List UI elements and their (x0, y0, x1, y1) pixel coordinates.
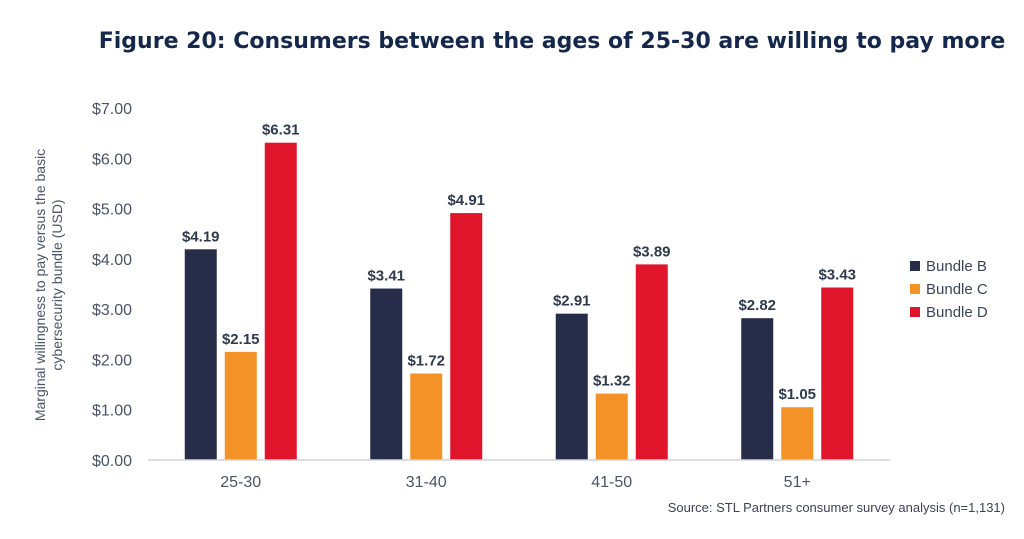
bars (184, 142, 854, 460)
bar-bundle-c-51+ (781, 407, 814, 460)
data-label-bundle-b-41-50: $2.91 (553, 293, 591, 310)
x-category-label-31-40: 31-40 (406, 474, 447, 491)
chart-title: Figure 20: Consumers between the ages of… (99, 29, 1006, 54)
bar-bundle-b-25-30 (184, 249, 217, 460)
bar-bundle-d-51+ (821, 287, 854, 460)
bar-bundle-d-41-50 (635, 264, 668, 460)
x-category-label-25-30: 25-30 (220, 474, 261, 491)
legend-label-bundle-b: Bundle B (926, 258, 987, 275)
y-tick-label: $5.00 (92, 202, 132, 219)
legend-label-bundle-c: Bundle C (926, 281, 988, 298)
y-axis-ticks: $0.00 $1.00 $2.00 $3.00 $4.00 $5.00 $6.00 $7.00 (92, 101, 132, 470)
x-axis-category-labels: 25-30 31-40 41-50 51+ (220, 474, 811, 491)
legend: Bundle B Bundle C Bundle D (910, 258, 988, 321)
data-label-bundle-d-31-40: $4.91 (447, 192, 485, 209)
x-category-label-51+: 51+ (784, 474, 811, 491)
y-tick-label: $6.00 (92, 151, 132, 168)
bar-bundle-c-31-40 (410, 373, 443, 460)
bar-bundle-b-51+ (741, 318, 774, 460)
bar-bundle-c-25-30 (224, 351, 257, 460)
y-axis-label-line-1: Marginal willingness to pay versus the b… (32, 149, 48, 421)
y-axis-label: Marginal willingness to pay versus the b… (32, 149, 65, 421)
bar-labels: $4.19 $2.15 $6.31 $3.41 $1.72 $4.91 $2.91 $1.32… (182, 122, 856, 404)
bar-bundle-b-31-40 (370, 288, 403, 460)
data-label-bundle-b-51+: $2.82 (738, 297, 776, 314)
y-tick-label: $7.00 (92, 101, 132, 118)
data-label-bundle-d-25-30: $6.31 (262, 122, 300, 139)
bar-bundle-d-25-30 (264, 142, 297, 460)
y-tick-label: $1.00 (92, 403, 132, 420)
data-label-bundle-b-31-40: $3.41 (367, 268, 405, 285)
y-tick-label: $2.00 (92, 352, 132, 369)
data-label-bundle-c-41-50: $1.32 (593, 373, 631, 390)
bar-bundle-c-41-50 (595, 393, 628, 460)
legend-swatch-bundle-b (910, 261, 920, 271)
source-note: Source: STL Partners consumer survey ana… (668, 500, 1005, 515)
data-label-bundle-c-31-40: $1.72 (407, 353, 445, 370)
legend-swatch-bundle-c (910, 284, 920, 294)
data-label-bundle-c-25-30: $2.15 (222, 331, 260, 348)
legend-label-bundle-d: Bundle D (926, 304, 988, 321)
legend-swatch-bundle-d (910, 307, 920, 317)
bar-bundle-b-41-50 (555, 313, 588, 460)
y-tick-label: $4.00 (92, 252, 132, 269)
y-axis-label-line-2: cybersecurity bundle (USD) (49, 199, 65, 370)
y-tick-label: $0.00 (92, 453, 132, 470)
data-label-bundle-d-41-50: $3.89 (633, 243, 671, 260)
y-tick-label: $3.00 (92, 302, 132, 319)
data-label-bundle-d-51+: $3.43 (818, 267, 856, 284)
bar-bundle-d-31-40 (450, 213, 483, 460)
x-category-label-41-50: 41-50 (591, 474, 632, 491)
data-label-bundle-c-51+: $1.05 (778, 386, 816, 403)
data-label-bundle-b-25-30: $4.19 (182, 228, 220, 245)
